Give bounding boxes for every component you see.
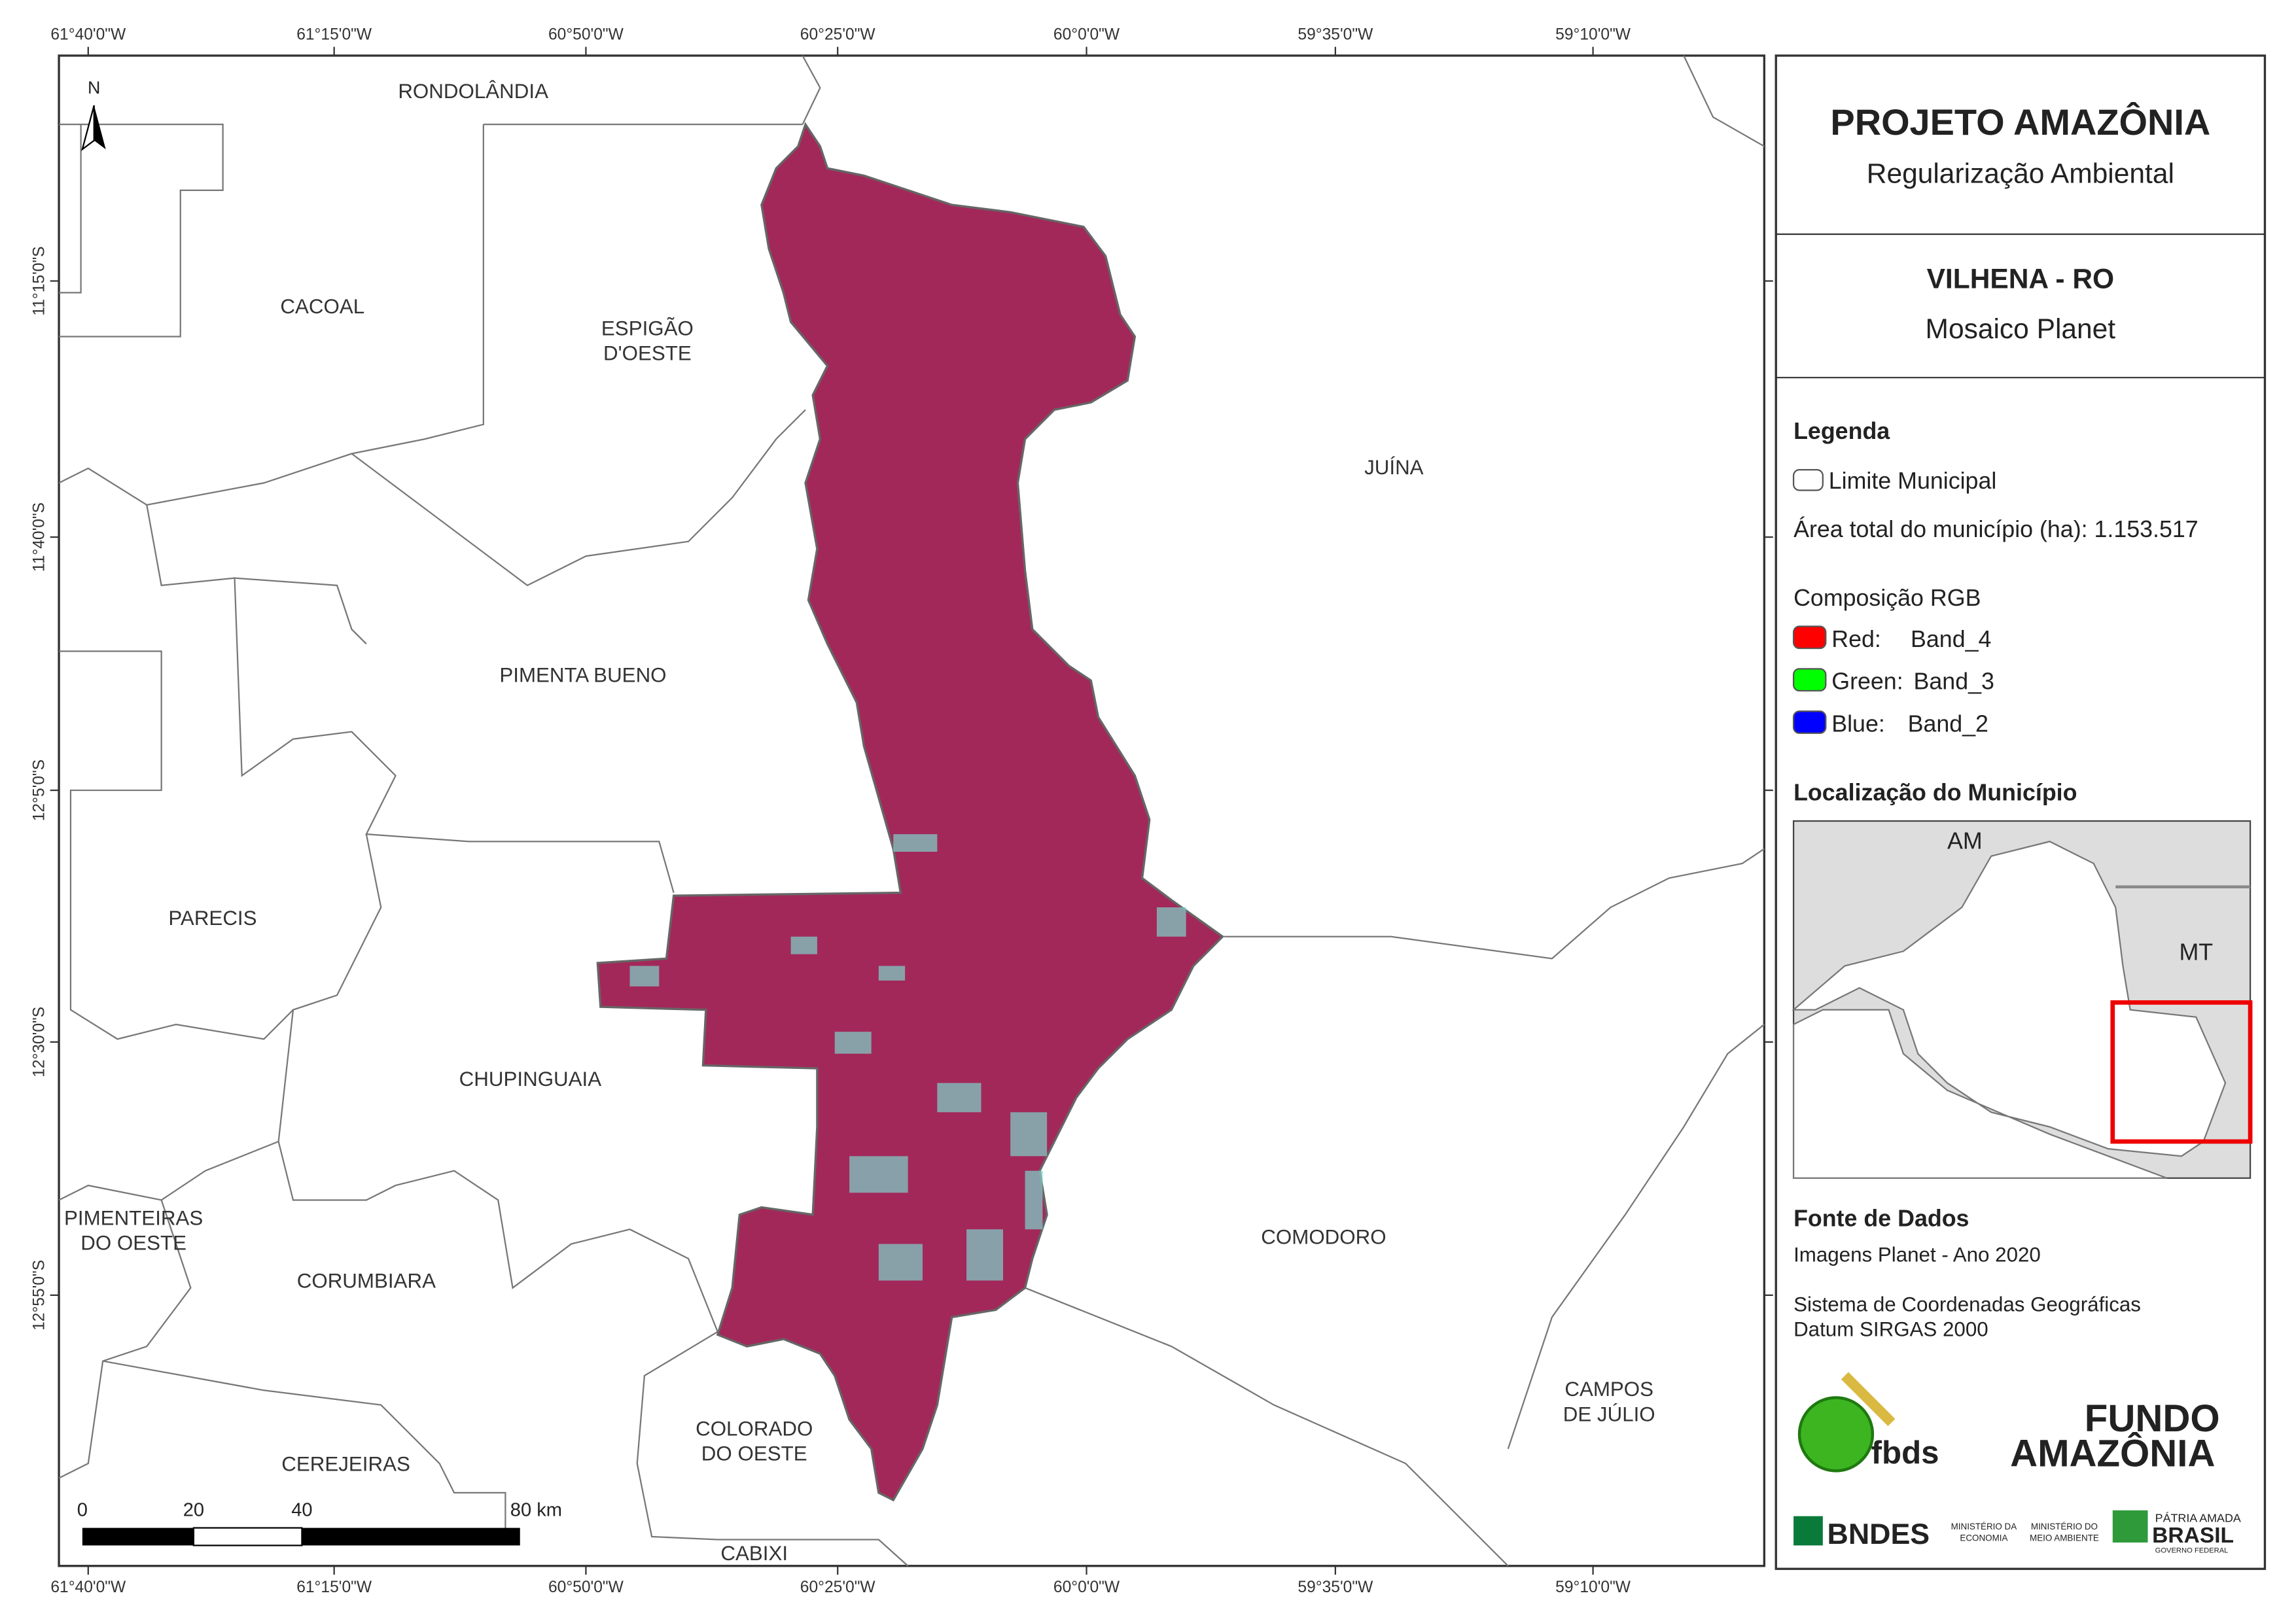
municipality-label: CEREJEIRAS [281,1452,410,1475]
source-line: Sistema de Coordenadas Geográficas [1793,1293,2141,1316]
logo-text: AMAZÔNIA [2010,1433,2215,1475]
band-channel: Blue: [1831,711,1885,737]
band-name: Band_4 [1911,626,1991,652]
longitude-label: 60°25'0"W [800,1579,876,1596]
location-title: Localização do Município [1793,780,2077,806]
logos: fbds FUNDO AMAZÔNIA BNDES MINISTÉRIO DA … [1793,1372,2241,1555]
place: VILHENA - RO [1927,264,2114,295]
side-panel: PROJETO AMAZÔNIA Regularização Ambiental… [1775,54,2267,1570]
mosaic-clearings [629,834,1186,1281]
scale-bar: 0 20 40 80 km [77,1500,562,1546]
municipality-label: D'OESTE [603,341,692,364]
longitude-label: 60°0'0"W [1053,26,1120,43]
band-name: Band_2 [1908,711,1988,737]
location-inset: AM MT [1792,820,2253,1179]
vilhena-mosaic [596,122,1225,1502]
municipality-label: RONDOLÂNDIA [398,80,548,103]
logo-text: fbds [1871,1435,1939,1471]
graticule-labels: 61°40'0"W 61°40'0"W 61°15'0"W 61°15'0"W 60°5… [31,26,1773,1596]
municipality-label: JUÍNA [1364,456,1424,479]
municipal-boundaries [58,55,1765,1567]
municipality-label: DE JÚLIO [1563,1403,1655,1425]
inset-label: MT [2179,939,2213,966]
scale-label: 20 [183,1500,204,1521]
municipality-label: ESPIGÃO [601,317,694,340]
composition-title: Composição RGB [1793,585,1981,611]
municipality-label: COMODORO [1261,1226,1386,1249]
logo-text: PÁTRIA AMADA [2155,1512,2241,1525]
municipality-label: CHUPINGUAIA [459,1068,602,1091]
panel-title: PROJETO AMAZÔNIA [1830,101,2210,143]
latitude-label: 12°55'0"S [31,1260,48,1331]
logo-text: BNDES [1828,1518,1930,1550]
product: Mosaico Planet [1926,314,2116,345]
band-name: Band_3 [1914,669,1994,695]
band-channel: Red: [1831,626,1881,652]
inset-label: AM [1947,828,1983,854]
latitude-label: 12°5'0"S [31,759,48,821]
municipality-label: CACOAL [280,295,364,318]
logo-text: MEIO AMBIENTE [2030,1533,2099,1543]
longitude-label: 61°40'0"W [50,1579,126,1596]
logo-text: FUNDO [2085,1397,2220,1440]
scale-label: 0 [77,1500,88,1521]
boundary-swatch [1792,469,1824,491]
longitude-label: 60°25'0"W [800,26,876,43]
municipality-label: DO OESTE [80,1232,186,1255]
band-swatch [1792,668,1827,692]
scale-label: 80 km [510,1500,562,1521]
logo-text: ECONOMIA [1960,1533,2007,1543]
band-swatch [1792,625,1827,650]
north-arrow: N [80,78,106,152]
scale-label: 40 [291,1500,312,1521]
longitude-label: 61°15'0"W [296,1579,372,1596]
north-label: N [88,78,100,97]
legend-item: Limite Municipal [1829,468,1997,494]
panel-subtitle: Regularização Ambiental [1867,159,2174,190]
legend-title: Legenda [1793,418,1890,444]
longitude-label: 59°10'0"W [1555,26,1631,43]
latitude-label: 11°15'0"S [31,246,48,315]
band-swatch [1792,710,1827,734]
latitude-label: 11°40'0"S [31,502,48,572]
municipality-label: DO OESTE [701,1442,807,1465]
longitude-label: 59°35'0"W [1298,26,1373,43]
logo-text: BRASIL [2152,1524,2234,1548]
longitude-label: 61°15'0"W [296,26,372,43]
longitude-label: 60°50'0"W [548,1579,624,1596]
longitude-label: 60°0'0"W [1053,1579,1120,1596]
municipality-label: PIMENTEIRAS [64,1206,203,1229]
logo-text: GOVERNO FEDERAL [2155,1547,2229,1555]
municipality-label: PIMENTA BUENO [499,664,666,687]
longitude-label: 61°40'0"W [50,26,126,43]
band-channel: Green: [1831,669,1903,695]
longitude-label: 59°10'0"W [1555,1579,1631,1596]
municipality-label: CORUMBIARA [297,1270,436,1293]
longitude-label: 60°50'0"W [548,26,624,43]
latitude-label: 12°30'0"S [31,1007,48,1077]
source-line: Datum SIRGAS 2000 [1793,1318,1988,1341]
municipality-label: CAMPOS [1564,1378,1653,1401]
municipality-label: PARECIS [168,907,256,930]
logo-text: MINISTÉRIO DO [2031,1522,2098,1531]
logo-text: MINISTÉRIO DA [1951,1522,2017,1531]
municipality-label: CABIXI [720,1542,788,1565]
longitude-label: 59°35'0"W [1298,1579,1373,1596]
sources-title: Fonte de Dados [1793,1206,1969,1232]
municipality-label: COLORADO [696,1418,813,1440]
source-line: Imagens Planet - Ano 2020 [1793,1243,2041,1266]
area-text: Área total do município (ha): 1.153.517 [1793,516,2199,542]
